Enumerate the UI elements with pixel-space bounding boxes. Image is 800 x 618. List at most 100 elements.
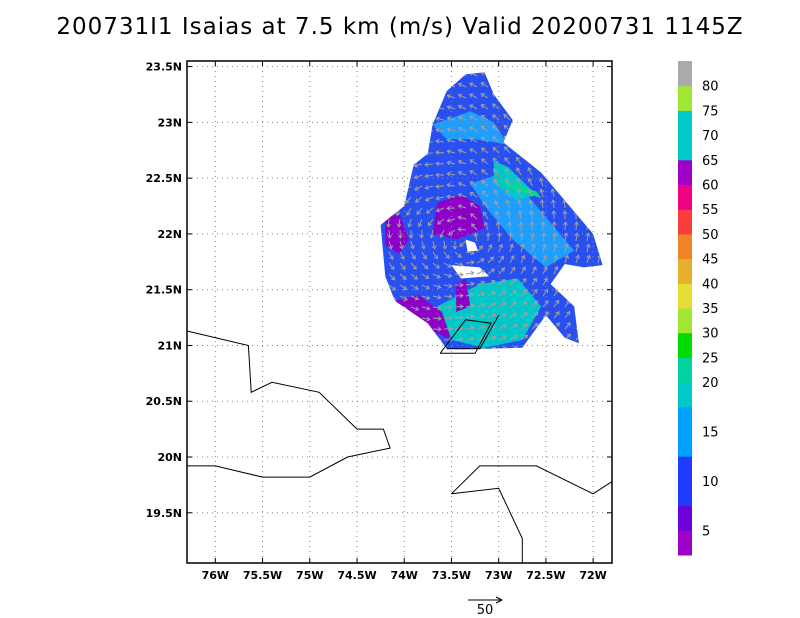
wind-vector-arrow	[213, 406, 220, 410]
wind-vector-arrow	[235, 241, 239, 249]
wind-vector-arrow	[411, 492, 419, 496]
wind-vector-arrow	[543, 446, 550, 450]
wind-vector-arrow	[213, 274, 217, 281]
wind-vector-arrow	[598, 556, 605, 560]
wind-vector-arrow	[371, 109, 379, 113]
wind-vector-arrow	[446, 138, 456, 143]
wind-vector-arrow	[510, 457, 517, 461]
wind-vector-arrow	[188, 131, 192, 139]
wind-vector-arrow	[257, 494, 265, 498]
wind-vector-arrow	[573, 199, 579, 209]
wind-vector-arrow	[543, 479, 550, 483]
wind-vector-arrow	[498, 279, 506, 286]
wind-vector-arrow	[232, 142, 236, 150]
wind-vector-arrow	[279, 537, 287, 541]
wind-vector-arrow	[488, 480, 496, 484]
wind-vector-arrow	[455, 535, 463, 539]
wind-vector-arrow	[223, 197, 227, 205]
wind-vector-arrow	[243, 164, 247, 172]
wind-vector-arrow	[432, 251, 438, 260]
wind-vector-arrow	[363, 186, 367, 193]
wind-vector-arrow	[435, 116, 445, 122]
wind-vector-arrow	[202, 340, 208, 346]
wind-vector-arrow	[543, 556, 550, 560]
wind-vector-arrow	[268, 340, 274, 345]
wind-vector-arrow	[510, 358, 517, 362]
wind-vector-arrow	[444, 491, 452, 495]
wind-vector-arrow	[188, 109, 192, 117]
wind-vector-arrow	[537, 112, 544, 121]
wind-vector-arrow	[224, 461, 231, 465]
wind-vector-arrow	[323, 362, 330, 366]
wind-vector-arrow	[537, 101, 544, 110]
wind-vector-arrow	[232, 131, 236, 139]
wind-vector-arrow	[499, 545, 507, 549]
wind-vector-arrow	[410, 284, 419, 290]
wind-vector-arrow	[290, 351, 297, 356]
wind-vector-arrow	[306, 87, 312, 92]
wind-vector-arrow	[413, 163, 423, 168]
wind-vector-arrow	[202, 307, 207, 313]
wind-vector-arrow	[370, 75, 378, 79]
wind-vector-arrow	[378, 514, 386, 518]
wind-vector-arrow	[436, 62, 444, 66]
wind-vector-arrow	[491, 114, 500, 121]
wind-vector-arrow	[320, 175, 324, 183]
wind-vector-arrow	[198, 76, 202, 83]
wind-vector-arrow	[279, 439, 287, 443]
wind-vector-arrow	[454, 314, 464, 320]
wind-vector-arrow	[422, 437, 430, 441]
wind-vector-arrow	[333, 230, 337, 238]
wind-vector-arrow	[444, 502, 452, 506]
wind-vector-arrow	[202, 450, 209, 454]
wind-vector-arrow	[488, 369, 495, 373]
wind-vector-arrow	[433, 382, 441, 386]
wind-vector-arrow	[488, 513, 496, 517]
wind-vector-arrow	[360, 98, 367, 102]
x-tick-label: 75W	[296, 569, 323, 582]
wind-vector-arrow	[411, 546, 419, 550]
wind-vector-arrow	[400, 415, 408, 419]
wind-vector-arrow	[380, 74, 390, 80]
wind-vector-arrow	[246, 296, 251, 302]
wind-vector-arrow	[212, 219, 216, 227]
wind-vector-arrow	[433, 546, 441, 550]
wind-vector-arrow	[246, 252, 250, 259]
reference-vector: 50	[468, 596, 503, 618]
wind-vector-arrow	[422, 524, 430, 528]
wind-vector-arrow	[246, 373, 253, 378]
wind-vector-arrow	[444, 557, 452, 561]
wind-vector-arrow	[235, 274, 239, 281]
wind-vector-arrow	[487, 268, 496, 275]
wind-vector-arrow	[286, 120, 291, 127]
wind-vector-arrow	[498, 290, 507, 297]
wind-vector-arrow	[279, 362, 286, 366]
wind-vector-arrow	[317, 98, 323, 103]
wind-vector-arrow	[414, 185, 423, 191]
wind-vector-arrow	[465, 260, 475, 265]
wind-vector-arrow	[505, 199, 511, 209]
wind-vector-arrow	[323, 471, 331, 475]
wind-vector-arrow	[334, 558, 342, 562]
wind-vector-arrow	[422, 513, 430, 517]
wind-vector-arrow	[564, 265, 570, 275]
wind-vector-arrow	[469, 170, 478, 176]
wind-vector-arrow	[235, 461, 242, 465]
wind-vector-arrow	[202, 241, 206, 249]
colorbar-bin	[678, 85, 692, 111]
wind-vector-arrow	[598, 367, 603, 373]
wind-vector-arrow	[224, 241, 228, 249]
wind-vector-arrow	[202, 516, 210, 520]
wind-vector-arrow	[323, 296, 329, 302]
wind-vector-arrow	[444, 381, 452, 385]
wind-vector-arrow	[268, 461, 276, 465]
wind-vector-arrow	[421, 327, 431, 333]
y-tick-label: 20N	[157, 451, 182, 464]
colorbar-label: 5	[702, 524, 710, 539]
wind-vector-arrow	[312, 558, 320, 562]
wind-vector-arrow	[191, 527, 199, 531]
wind-vector-arrow	[268, 263, 272, 270]
wind-vector-arrow	[285, 109, 290, 115]
wind-vector-arrow	[509, 324, 518, 330]
wind-vector-arrow	[514, 102, 522, 110]
